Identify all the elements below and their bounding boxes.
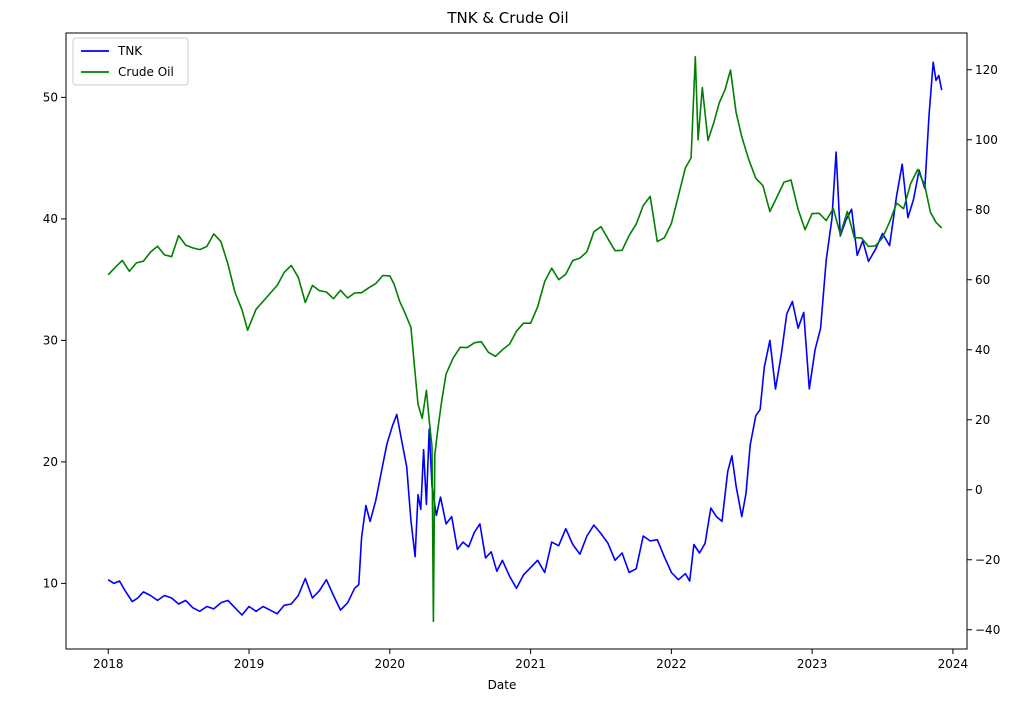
y-right-tick-label: −40 (975, 623, 1000, 637)
y-right-tick-label: 0 (975, 483, 983, 497)
plot-background (66, 33, 967, 649)
series-lines (107, 56, 943, 623)
x-tick-label: 2018 (93, 657, 124, 671)
y-left-tick-label: 40 (43, 212, 58, 226)
x-tick-label: 2023 (797, 657, 828, 671)
y-axis-right: −40 −20 0 20 40 60 80 100 120 (967, 63, 1000, 637)
y-axis-left: 10 20 30 40 50 (43, 90, 66, 590)
chart-title: TNK & Crude Oil (446, 9, 568, 27)
legend-box (72, 37, 189, 86)
y-left-tick-label: 50 (43, 90, 58, 104)
legend-label: TNK (117, 44, 143, 58)
series-line-crude-oil (107, 56, 943, 623)
y-right-tick-label: 40 (975, 343, 990, 357)
y-left-tick-label: 10 (43, 576, 58, 590)
x-tick-label: 2020 (375, 657, 406, 671)
x-axis-label: Date (488, 678, 517, 692)
y-right-tick-label: 20 (975, 413, 990, 427)
x-tick-label: 2024 (938, 657, 969, 671)
x-axis: 2018 2019 2020 2021 2022 2023 2024 (93, 649, 968, 671)
plot-area (66, 33, 967, 649)
y-right-tick-label: 80 (975, 203, 990, 217)
y-left-tick-label: 20 (43, 455, 58, 469)
y-right-tick-label: 60 (975, 273, 990, 287)
y-right-tick-label: 120 (975, 63, 998, 77)
series-line-tnk (107, 61, 943, 616)
x-tick-label: 2021 (515, 657, 546, 671)
y-right-tick-label: −20 (975, 553, 1000, 567)
x-tick-label: 2022 (656, 657, 687, 671)
y-right-tick-label: 100 (975, 133, 998, 147)
plot-border (65, 32, 968, 650)
x-tick-label: 2019 (234, 657, 265, 671)
legend: TNK Crude Oil (72, 37, 189, 86)
y-left-tick-label: 30 (43, 333, 58, 347)
plot-frame (65, 32, 968, 650)
legend-label: Crude Oil (118, 65, 174, 79)
